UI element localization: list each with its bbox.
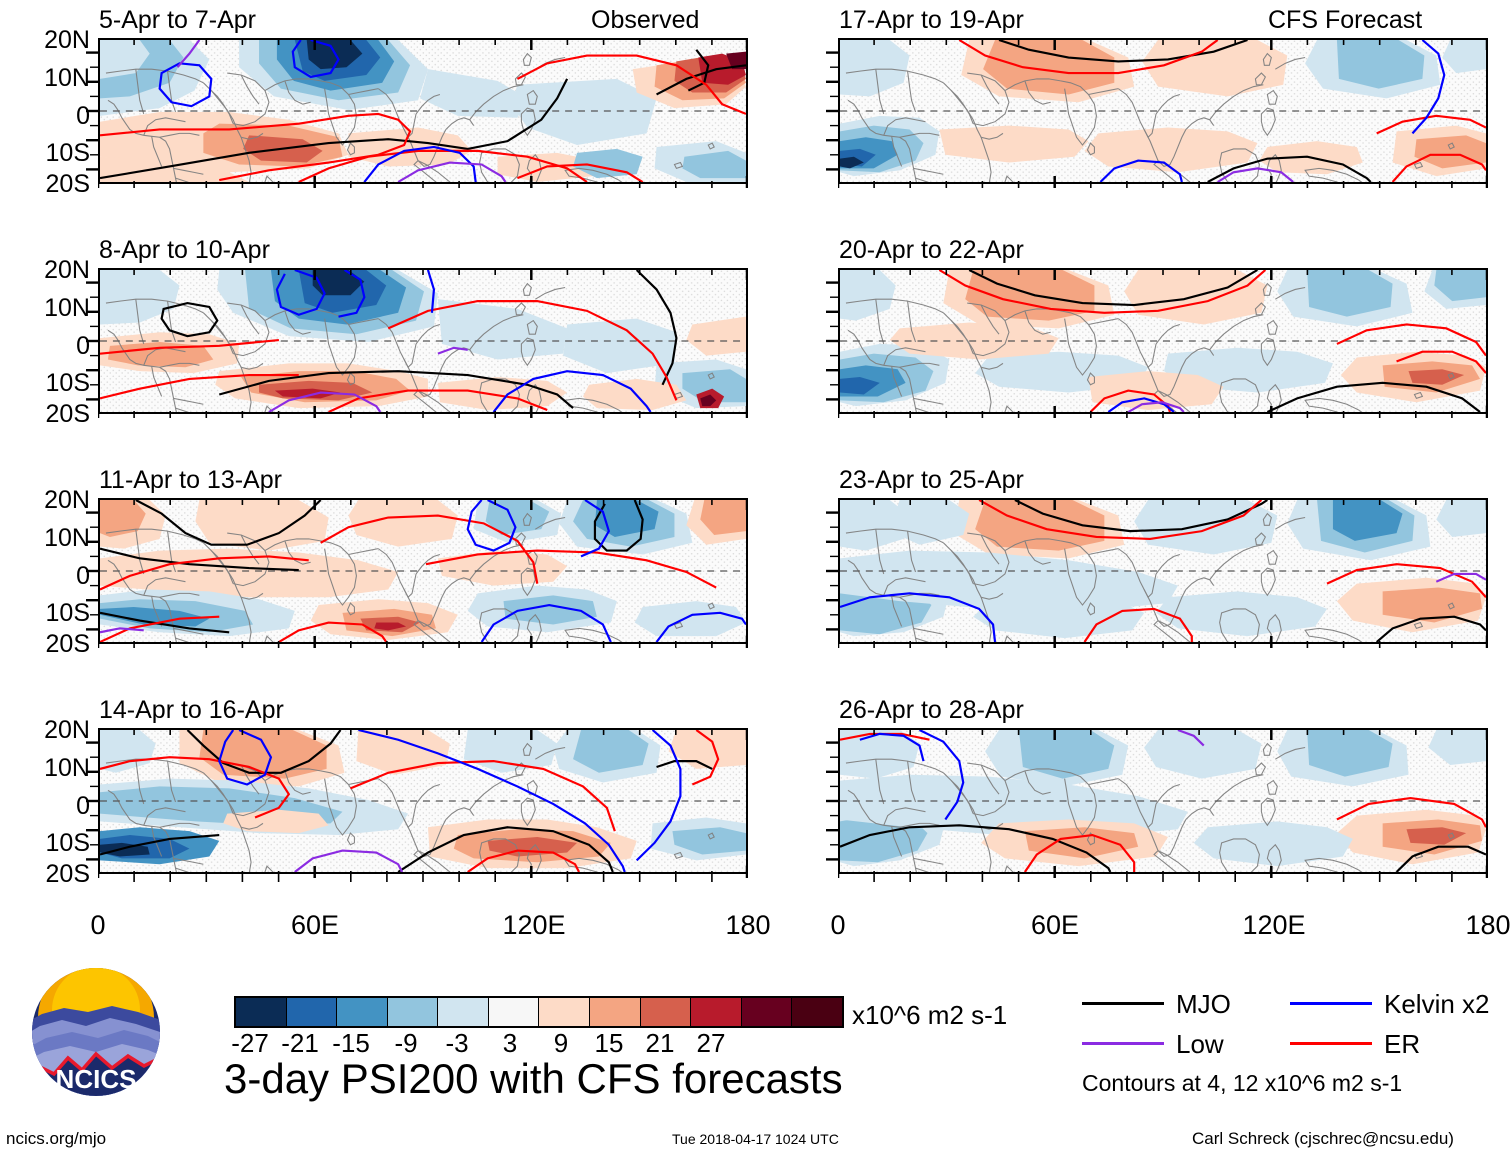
y-axis-label-0-row2: 0 bbox=[76, 332, 90, 360]
x-axis-label-0-left: 0 bbox=[90, 910, 106, 940]
x-axis-label-180-left: 180 bbox=[725, 910, 771, 940]
colorbar-swatch-5 bbox=[488, 998, 540, 1026]
y-axis-label-20s-row4: 20S bbox=[45, 860, 90, 888]
footer-author-credit: Carl Schreck (cjschrec@ncsu.edu) bbox=[1192, 1129, 1454, 1148]
y-axis-label-10s-row4: 10S bbox=[45, 829, 90, 857]
colorbar-swatch-0 bbox=[236, 998, 287, 1026]
legend-label-mjo: MJO bbox=[1176, 989, 1231, 1019]
footer-site-link[interactable]: ncics.org/mjo bbox=[6, 1129, 107, 1148]
plot-panel-p6[interactable] bbox=[838, 268, 1488, 414]
panel-p2-field bbox=[100, 270, 746, 412]
plot-panel-p4[interactable] bbox=[98, 728, 748, 874]
colorbar-tick-8: 21 bbox=[645, 1028, 675, 1058]
colorbar-tick-5: 3 bbox=[502, 1028, 518, 1058]
y-axis-label-20n-row2: 20N bbox=[44, 256, 90, 284]
panel-title-p1: 5-Apr to 7-Apr bbox=[99, 6, 257, 34]
y-axis-label-0-row4: 0 bbox=[76, 792, 90, 820]
legend-swatch-mjo bbox=[1082, 1002, 1164, 1005]
panel-p1-field bbox=[100, 40, 746, 182]
legend-label-kelvin: Kelvin x2 bbox=[1384, 989, 1490, 1019]
plot-panel-p8[interactable] bbox=[838, 728, 1488, 874]
colorbar-tick-1: -21 bbox=[281, 1028, 319, 1058]
x-axis-label-60e-right: 60E bbox=[1030, 910, 1080, 940]
colorbar[interactable] bbox=[234, 996, 844, 1028]
colorbar-swatch-10 bbox=[741, 998, 793, 1026]
colorbar-swatch-7 bbox=[590, 998, 641, 1026]
colorbar-swatch-3 bbox=[387, 998, 439, 1026]
y-axis-label-10n-row3: 10N bbox=[44, 524, 90, 552]
legend-swatch-kelvin bbox=[1290, 1002, 1372, 1005]
x-axis-label-60e-left: 60E bbox=[290, 910, 340, 940]
panel-p6-field bbox=[840, 270, 1486, 412]
y-axis-label-20n-row4: 20N bbox=[44, 716, 90, 744]
legend-swatch-low bbox=[1082, 1042, 1164, 1045]
colorbar-swatch-1 bbox=[286, 998, 338, 1026]
panel-p3-field bbox=[100, 500, 746, 642]
legend-label-er: ER bbox=[1384, 1029, 1421, 1059]
colorbar-tick-4: -3 bbox=[445, 1028, 469, 1058]
y-axis-label-0-row3: 0 bbox=[76, 562, 90, 590]
x-axis-label-120e-right: 120E bbox=[1242, 910, 1306, 940]
figure-title: 3-day PSI200 with CFS forecasts bbox=[224, 1055, 843, 1102]
colorbar-tick-3: -9 bbox=[394, 1028, 418, 1058]
column-header-cfs-forecast: CFS Forecast bbox=[1268, 6, 1423, 34]
panel-title-p6: 20-Apr to 22-Apr bbox=[839, 236, 1024, 264]
plot-panel-p5[interactable] bbox=[838, 38, 1488, 184]
panel-title-p5: 17-Apr to 19-Apr bbox=[839, 6, 1024, 34]
plot-panel-p7[interactable] bbox=[838, 498, 1488, 644]
x-axis-label-180-right: 180 bbox=[1465, 910, 1510, 940]
colorbar-swatch-9 bbox=[691, 998, 742, 1026]
y-axis-label-10n-row1: 10N bbox=[44, 64, 90, 92]
y-axis-label-20s-row3: 20S bbox=[45, 630, 90, 658]
y-axis-label-10s-row2: 10S bbox=[45, 369, 90, 397]
y-axis-label-20s-row2: 20S bbox=[45, 400, 90, 428]
y-axis-label-20s-row1: 20S bbox=[45, 170, 90, 198]
plot-panel-p1[interactable] bbox=[98, 38, 748, 184]
ncics-logo-text: NCICS bbox=[56, 1064, 137, 1094]
panel-title-p2: 8-Apr to 10-Apr bbox=[99, 236, 270, 264]
panel-p4-field bbox=[100, 730, 746, 872]
panel-p7-field bbox=[840, 500, 1486, 642]
x-axis-label-120e-left: 120E bbox=[502, 910, 566, 940]
colorbar-tick-2: -15 bbox=[332, 1028, 370, 1058]
y-axis-label-20n-row3: 20N bbox=[44, 486, 90, 514]
panel-title-p8: 26-Apr to 28-Apr bbox=[839, 696, 1024, 724]
panel-title-p3: 11-Apr to 13-Apr bbox=[99, 466, 282, 494]
x-axis-label-0-right: 0 bbox=[830, 910, 846, 940]
panel-p5-field bbox=[840, 40, 1486, 182]
colorbar-units-label: x10^6 m2 s-1 bbox=[852, 1000, 1008, 1030]
panel-title-p7: 23-Apr to 25-Apr bbox=[839, 466, 1024, 494]
ncics-logo[interactable]: NCICS bbox=[20, 966, 172, 1098]
column-header-observed: Observed bbox=[591, 6, 700, 34]
colorbar-tick-6: 9 bbox=[553, 1028, 569, 1058]
colorbar-tick-9: 27 bbox=[696, 1028, 726, 1058]
colorbar-tick-0: -27 bbox=[231, 1028, 269, 1058]
legend-label-low: Low bbox=[1176, 1029, 1224, 1059]
footer-timestamp: Tue 2018-04-17 1024 UTC bbox=[672, 1131, 839, 1147]
colorbar-tick-7: 15 bbox=[594, 1028, 624, 1058]
y-axis-label-10s-row3: 10S bbox=[45, 599, 90, 627]
legend-swatch-er bbox=[1290, 1042, 1372, 1045]
plot-panel-p3[interactable] bbox=[98, 498, 748, 644]
colorbar-swatch-11 bbox=[792, 998, 842, 1026]
contour-interval-note: Contours at 4, 12 x10^6 m2 s-1 bbox=[1082, 1070, 1403, 1096]
colorbar-swatch-4 bbox=[438, 998, 489, 1026]
y-axis-label-10s-row1: 10S bbox=[45, 139, 90, 167]
panel-p8-field bbox=[840, 730, 1486, 872]
colorbar-tick-labels: -27 -21 -15 -9 -3 3 9 15 21 27 bbox=[231, 1028, 840, 1060]
panel-title-p4: 14-Apr to 16-Apr bbox=[99, 696, 284, 724]
y-axis-label-20n-row1: 20N bbox=[44, 26, 90, 54]
colorbar-swatch-6 bbox=[539, 998, 591, 1026]
colorbar-swatch-2 bbox=[337, 998, 388, 1026]
plot-panel-p2[interactable] bbox=[98, 268, 748, 414]
y-axis-label-10n-row4: 10N bbox=[44, 754, 90, 782]
y-axis-label-0-row1: 0 bbox=[76, 102, 90, 130]
colorbar-swatch-8 bbox=[640, 998, 692, 1026]
y-axis-label-10n-row2: 10N bbox=[44, 294, 90, 322]
